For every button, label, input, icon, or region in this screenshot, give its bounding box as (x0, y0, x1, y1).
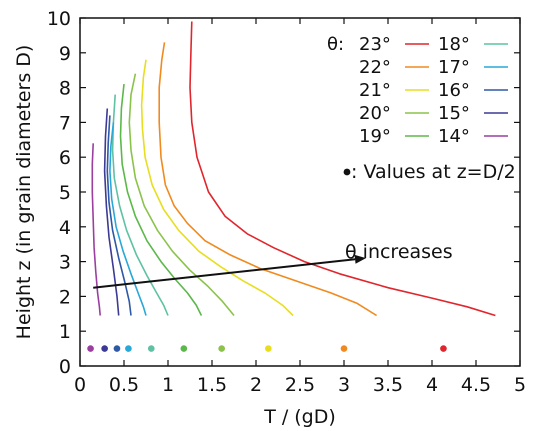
z-half-label: : Values at z=D/2 (351, 161, 516, 183)
series-line (91, 143, 101, 316)
series-line (158, 42, 378, 317)
x-tick-label: 0.5 (109, 374, 139, 396)
x-tick-label: 0 (74, 374, 86, 396)
y-tick-label: 10 (47, 8, 71, 30)
series-line (128, 73, 235, 317)
x-tick-label: 1 (162, 374, 174, 396)
legend-label: 16° (438, 80, 470, 101)
series-group (91, 21, 496, 317)
series-line (103, 108, 120, 316)
legend-label: 19° (359, 126, 391, 147)
z-half-dot (440, 345, 447, 352)
legend-title: θ: (327, 34, 344, 55)
z-half-dot (340, 345, 348, 352)
x-tick-label: 3 (338, 374, 350, 396)
z-half-dot (218, 345, 225, 352)
y-tick-label: 6 (59, 147, 71, 169)
x-tick-label: 2.5 (285, 374, 315, 396)
z-half-dot (87, 345, 94, 352)
y-tick-label: 9 (59, 43, 71, 65)
ticks-group (79, 17, 521, 367)
legend-label: 23° (359, 34, 391, 55)
x-axis-label: T / (gD) (263, 406, 336, 428)
z-half-dot (125, 345, 132, 352)
series-line (106, 115, 132, 316)
legend-label: 15° (438, 103, 470, 124)
trend-arrow-label: θ increases (345, 241, 453, 263)
z-half-legend-dot (343, 168, 351, 176)
y-axis-label: Height z (in grain diameters D) (13, 45, 35, 340)
annotations: : Values at z=D/2 θ increases (93, 161, 516, 289)
y-tick-label: 2 (59, 286, 71, 308)
z-half-dots (87, 345, 447, 352)
series-line (119, 84, 203, 316)
trend-arrowhead (354, 254, 366, 264)
z-half-dot (113, 345, 121, 352)
z-half-dot (147, 345, 155, 352)
legend-label: 22° (359, 57, 391, 78)
y-tick-label: 8 (59, 78, 71, 100)
series-line (189, 21, 496, 317)
z-half-dot (101, 345, 108, 352)
y-tick-label: 7 (59, 112, 71, 134)
z-half-dot (265, 345, 272, 352)
x-tick-label: 4.5 (461, 374, 491, 396)
legend: θ: 23° 18° 22° 17° 21° 16° 20° 15° 19° 14° (327, 34, 508, 147)
x-tick-label: 4 (426, 374, 438, 396)
y-tick-label: 5 (59, 182, 71, 204)
trend-arrow (93, 258, 356, 289)
series-line (140, 59, 294, 317)
x-tick-label: 1.5 (197, 374, 227, 396)
x-tick-label: 5 (514, 374, 526, 396)
y-tick-label: 3 (59, 252, 71, 274)
z-half-dot (180, 345, 188, 352)
y-tick-label: 4 (59, 217, 71, 239)
legend-label: 21° (359, 80, 391, 101)
tick-labels-group: 0 0.5 1 1.5 2 2.5 3 3.5 4 4.5 5 0 1 2 3 4 5 6 7 8 9 10 (47, 8, 526, 396)
legend-label: 18° (438, 34, 470, 55)
legend-label: 14° (438, 126, 470, 147)
legend-label: 17° (438, 57, 470, 78)
series-line (111, 94, 169, 316)
legend-label: 20° (359, 103, 391, 124)
x-tick-label: 3.5 (373, 374, 403, 396)
series-line (109, 122, 147, 316)
y-tick-label: 0 (59, 356, 71, 378)
x-tick-label: 2 (250, 374, 262, 396)
y-tick-label: 1 (59, 321, 71, 343)
